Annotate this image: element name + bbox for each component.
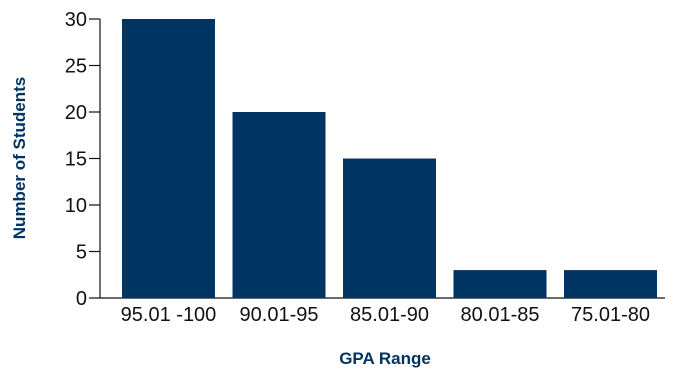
y-tick-label: 30 xyxy=(65,9,87,31)
y-axis: 0 5 10 15 20 25 30 xyxy=(65,9,101,310)
y-axis-title: Number of Students xyxy=(10,77,29,239)
bar xyxy=(122,19,215,298)
bar xyxy=(343,158,436,298)
x-tick-label: 95.01 -100 xyxy=(121,304,217,326)
y-tick-label: 25 xyxy=(65,56,87,78)
y-tick-label: 20 xyxy=(65,102,87,124)
bar xyxy=(232,112,326,298)
x-tick-label: 75.01-80 xyxy=(571,304,650,326)
y-tick-label: 15 xyxy=(65,149,87,171)
y-tick-label: 0 xyxy=(76,288,87,310)
y-tick-label: 5 xyxy=(76,242,87,264)
x-axis-title: GPA Range xyxy=(339,349,431,368)
x-tick-label: 80.01-85 xyxy=(461,304,540,326)
x-axis: 95.01 -100 90.01-95 85.01-90 80.01-85 75.01-… xyxy=(100,297,665,326)
y-tick-label: 10 xyxy=(65,195,87,217)
bar xyxy=(564,270,657,298)
bar xyxy=(453,270,547,298)
x-tick-label: 90.01-95 xyxy=(240,304,319,326)
bars xyxy=(122,19,657,298)
x-tick-label: 85.01-90 xyxy=(350,304,429,326)
